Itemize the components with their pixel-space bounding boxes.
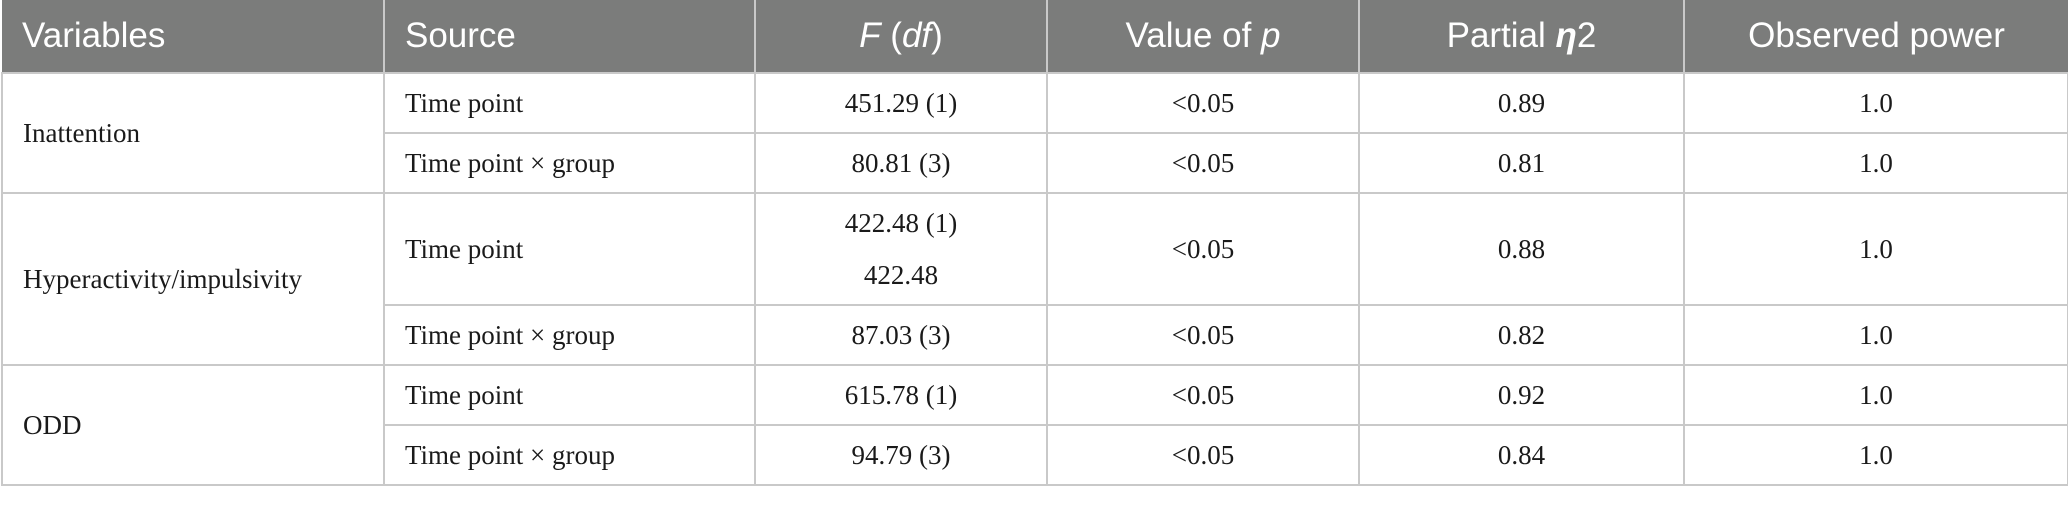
p-value-cell: <0.05 [1046, 364, 1360, 426]
source-cell: Time point × group [383, 304, 756, 366]
eta-cell: 0.88 [1358, 192, 1685, 306]
p-value-cell: <0.05 [1046, 72, 1360, 134]
header-f-close: ) [931, 16, 943, 55]
p-value-cell: <0.05 [1046, 424, 1360, 486]
power-cell: 1.0 [1683, 304, 2068, 366]
header-eta-prefix: Partial [1446, 16, 1556, 55]
header-source: Source [383, 0, 756, 74]
header-df-label: df [901, 16, 932, 55]
f-df-cell: 87.03 (3) [754, 304, 1048, 366]
f-df-cell: 80.81 (3) [754, 132, 1048, 194]
header-p-prefix: Value of [1125, 16, 1262, 55]
eta-cell: 0.81 [1358, 132, 1685, 194]
header-partial-eta: Partial η2 [1358, 0, 1685, 74]
eta-cell: 0.82 [1358, 304, 1685, 366]
source-cell: Time point [383, 364, 756, 426]
source-cell: Time point × group [383, 132, 756, 194]
eta-cell: 0.89 [1358, 72, 1685, 134]
header-f-open: ( [880, 16, 902, 55]
f-df-cell: 615.78 (1) [754, 364, 1048, 426]
source-cell: Time point [383, 72, 756, 134]
table-row: Hyperactivity/impulsivity Time point 422… [1, 192, 2068, 366]
f-df-value: 422.48 (1) [844, 208, 958, 238]
power-cell: 1.0 [1683, 72, 2068, 134]
power-cell: 1.0 [1683, 192, 2068, 306]
source-cell: Time point [383, 192, 756, 306]
f-df-cell: 422.48 (1) 422.48 [754, 192, 1048, 306]
p-value-cell: <0.05 [1046, 304, 1360, 366]
header-eta-suffix: 2 [1576, 16, 1597, 55]
header-observed-power: Observed power [1683, 0, 2068, 74]
eta-cell: 0.84 [1358, 424, 1685, 486]
table-body: Inattention Time point 451.29 (1) <0.05 … [1, 72, 2068, 486]
table-row: Time point × group 87.03 (3) <0.05 0.82 … [2, 304, 2068, 366]
anova-table-container: Variables Source F (df) Value of p Parti… [1, 0, 2068, 486]
table-row: Time point × group 94.79 (3) <0.05 0.84 … [2, 424, 2068, 486]
p-value-cell: <0.05 [1046, 192, 1360, 306]
power-cell: 1.0 [1683, 364, 2068, 426]
p-value-cell: <0.05 [1046, 132, 1360, 194]
table-row: Time point × group 80.81 (3) <0.05 0.81 … [2, 132, 2068, 194]
header-row: Variables Source F (df) Value of p Parti… [2, 0, 2068, 74]
header-f-df: F (df) [754, 0, 1048, 74]
table-row: ODD Time point 615.78 (1) <0.05 0.92 1.0 [1, 364, 2068, 486]
eta-cell: 0.92 [1358, 364, 1685, 426]
power-cell: 1.0 [1683, 424, 2068, 486]
table-row: Inattention Time point 451.29 (1) <0.05 … [1, 72, 2068, 194]
table-header: Variables Source F (df) Value of p Parti… [2, 0, 2068, 74]
source-cell: Time point × group [383, 424, 756, 486]
header-eta-symbol: η [1555, 16, 1577, 55]
power-cell: 1.0 [1683, 132, 2068, 194]
header-p-value: Value of p [1046, 0, 1360, 74]
header-variables: Variables [2, 0, 385, 74]
variable-cell: ODD [1, 364, 385, 486]
f-df-cell: 94.79 (3) [754, 424, 1048, 486]
variable-cell: Hyperactivity/impulsivity [1, 192, 385, 366]
f-df-cell: 451.29 (1) [754, 72, 1048, 134]
header-p-var: p [1261, 16, 1281, 55]
header-f-label: F [859, 16, 881, 55]
f-df-extra-value: 422.48 [863, 260, 939, 290]
anova-results-table: Variables Source F (df) Value of p Parti… [1, 0, 2068, 486]
variable-cell: Inattention [1, 72, 385, 194]
